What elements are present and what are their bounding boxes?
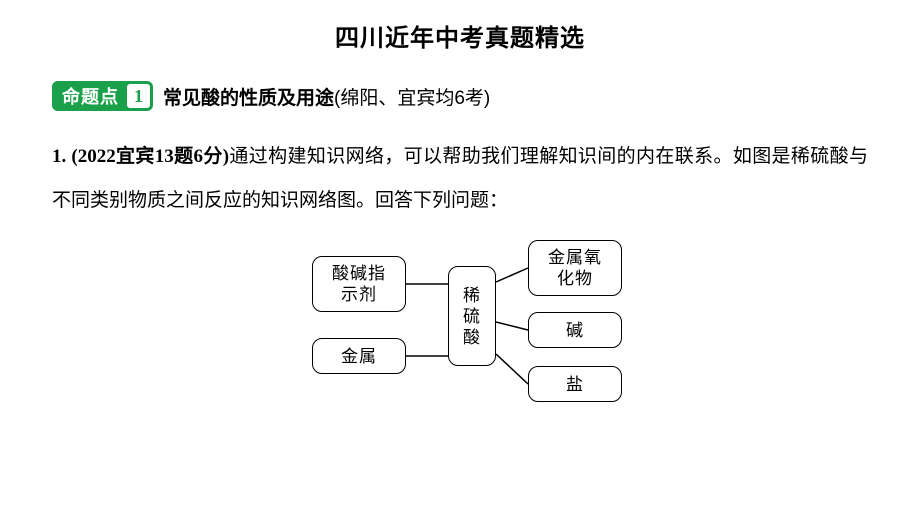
diagram-edge bbox=[496, 268, 528, 282]
diagram-node-indicator: 酸碱指 示剂 bbox=[312, 256, 406, 312]
diagram-edge bbox=[496, 322, 528, 330]
page-title: 四川近年中考真题精选 bbox=[0, 0, 920, 53]
diagram-node-salt: 盐 bbox=[528, 366, 622, 402]
topic-badge-number: 1 bbox=[127, 84, 150, 108]
topic-title-main: 常见酸的性质及用途 bbox=[163, 88, 334, 109]
question-block: 1. (2022宜宾13题6分)通过构建知识网络，可以帮助我们理解知识间的内在联… bbox=[0, 111, 920, 222]
knowledge-network-diagram: 稀 硫 酸酸碱指 示剂金属 金属氧 化物碱盐 bbox=[270, 234, 650, 414]
diagram-node-center: 稀 硫 酸 bbox=[448, 266, 496, 366]
topic-row: 命题点 1 常见酸的性质及用途(绵阳、宜宾均6考) bbox=[0, 81, 920, 111]
topic-badge-label: 命题点 bbox=[52, 81, 127, 111]
diagram-node-oxide: 金属氧 化物 bbox=[528, 240, 622, 296]
topic-badge: 命题点 1 bbox=[52, 81, 153, 111]
question-lead: 1. (2022宜宾13题6分) bbox=[52, 146, 229, 167]
topic-title: 常见酸的性质及用途(绵阳、宜宾均6考) bbox=[163, 83, 490, 110]
topic-title-note: (绵阳、宜宾均6考) bbox=[334, 88, 490, 109]
diagram-edge bbox=[496, 354, 528, 384]
diagram-node-metal: 金属 bbox=[312, 338, 406, 374]
diagram-node-base: 碱 bbox=[528, 312, 622, 348]
